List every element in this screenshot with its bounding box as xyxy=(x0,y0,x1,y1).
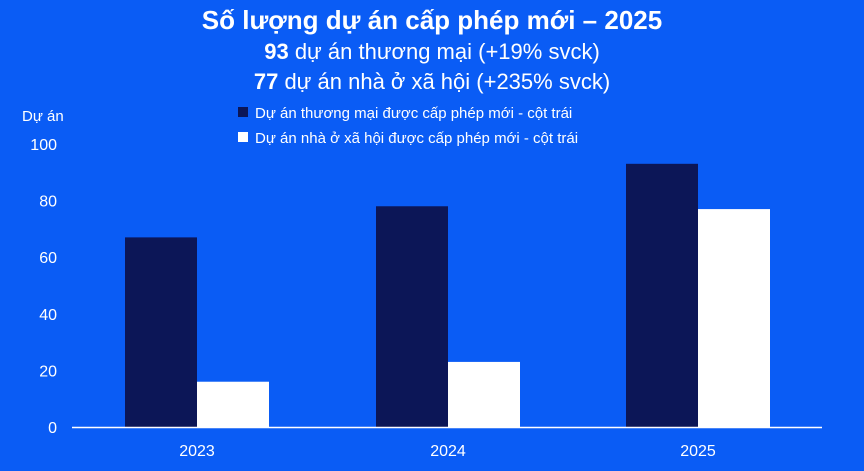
y-tick-label: 100 xyxy=(30,137,57,154)
legend-swatch xyxy=(238,132,248,142)
y-tick-label: 40 xyxy=(39,307,57,324)
x-tick-label: 2023 xyxy=(179,443,215,460)
bar-social-housing xyxy=(197,381,269,427)
subtitle-commercial-text: dự án thương mại (+19% svck) xyxy=(288,39,600,64)
subtitle-commercial-count: 93 xyxy=(264,39,289,64)
bar-commercial xyxy=(376,206,448,427)
x-tick-label: 2025 xyxy=(680,443,716,460)
bar-commercial xyxy=(626,163,698,427)
y-tick-label: 0 xyxy=(48,420,57,437)
y-tick-label: 20 xyxy=(39,363,57,380)
y-axis-label: Dự án xyxy=(22,108,64,125)
bar-commercial xyxy=(125,237,197,427)
legend-label: Dự án nhà ở xã hội được cấp phép mới - c… xyxy=(255,130,578,147)
subtitle-social-housing-count: 77 xyxy=(253,69,279,94)
legend-swatch xyxy=(238,107,248,117)
subtitle-social-housing-text: dự án nhà ở xã hội (+235% svck) xyxy=(278,69,611,94)
y-tick-label: 60 xyxy=(39,250,57,267)
chart-title: Số lượng dự án cấp phép mới – 2025 xyxy=(201,5,663,35)
bar-social-housing xyxy=(698,209,770,427)
subtitle-social-housing: 77 dự án nhà ở xã hội (+235% svck) xyxy=(0,68,864,96)
bar-social-housing xyxy=(448,361,520,427)
subtitle-commercial: 93 dự án thương mại (+19% svck) xyxy=(0,38,864,66)
y-tick-label: 80 xyxy=(39,194,57,211)
x-tick-label: 2024 xyxy=(430,443,466,460)
legend-label: Dự án thương mại được cấp phép mới - cột… xyxy=(255,105,572,122)
